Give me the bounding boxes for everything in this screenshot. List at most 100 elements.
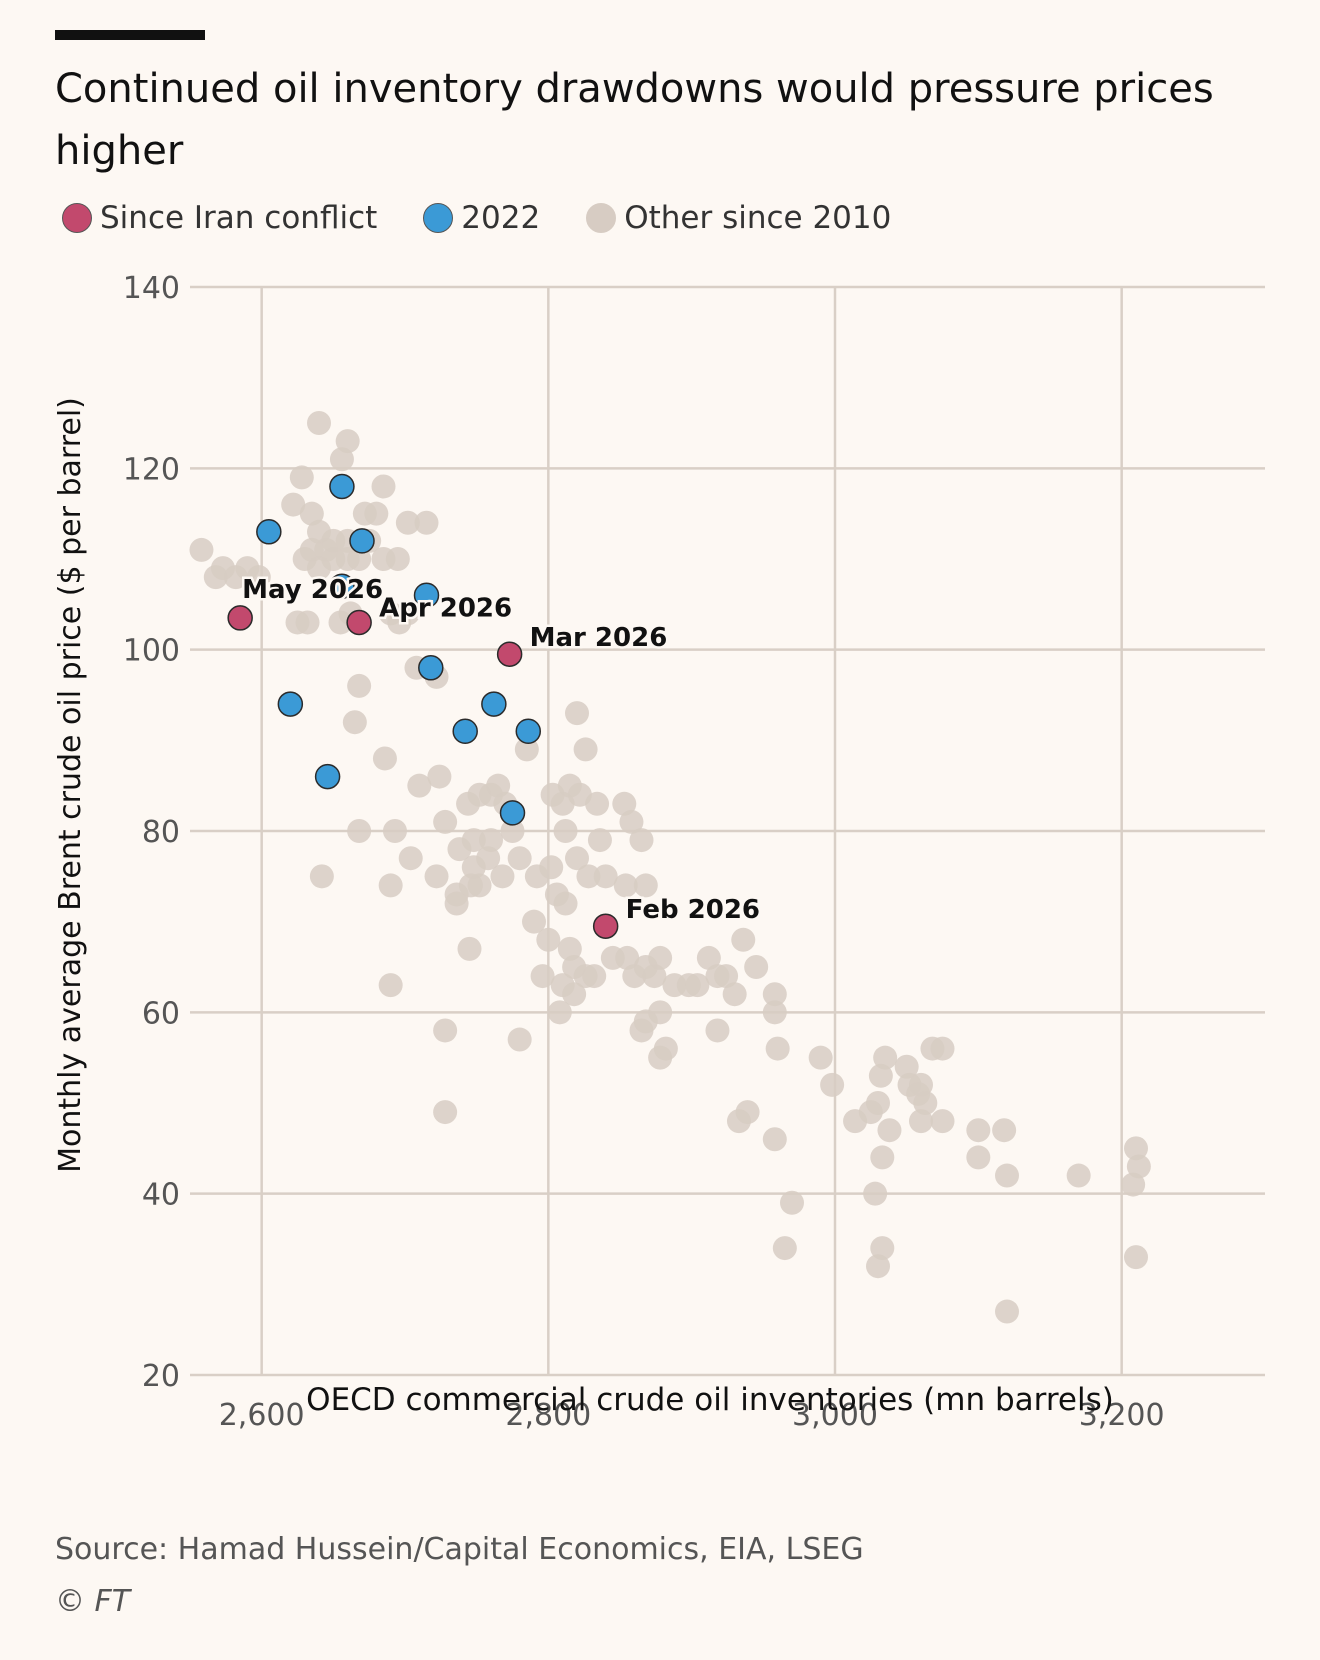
- point-iran: [592, 913, 619, 939]
- point-other: [307, 556, 331, 581]
- point-other: [522, 909, 546, 934]
- point-other: [486, 773, 511, 798]
- point-other: [307, 411, 331, 435]
- point-other: [507, 846, 532, 871]
- point-other: [299, 501, 324, 526]
- point-other: [414, 510, 439, 535]
- legend-label-other: Other since 2010: [624, 200, 892, 236]
- point-other: [289, 465, 314, 490]
- point-other: [995, 1299, 1019, 1324]
- legend-swatch-iran: [62, 203, 92, 233]
- point-iran: [227, 605, 253, 631]
- point-other: [894, 1054, 919, 1079]
- point-2022: [314, 763, 341, 790]
- point-other: [780, 1190, 804, 1215]
- point-other: [820, 1072, 845, 1097]
- point-other: [866, 1254, 890, 1279]
- y-tick-labels: 20 40 60 80 100 120 140: [123, 271, 180, 1394]
- point-other: [246, 565, 271, 590]
- point-other: [565, 846, 589, 871]
- point-other: [1126, 1154, 1151, 1179]
- point-other: [347, 819, 372, 843]
- point-other: [458, 873, 483, 898]
- point-other: [696, 945, 721, 970]
- point-iran: [346, 609, 372, 636]
- point-other: [619, 809, 644, 834]
- point-other: [476, 846, 501, 871]
- point-other: [347, 673, 372, 698]
- point-other: [731, 927, 756, 952]
- point-other: [536, 927, 561, 952]
- point-other: [612, 791, 637, 816]
- y-tick-label: 100: [123, 634, 180, 669]
- point-other: [772, 1236, 797, 1261]
- point-other: [868, 1063, 893, 1088]
- grid: [190, 285, 1265, 1377]
- point-other: [427, 764, 452, 789]
- point-other: [613, 873, 638, 898]
- point-other: [870, 1145, 895, 1170]
- legend-swatch-2022: [423, 203, 454, 233]
- x-tick-labels: 2,600 2,800 3,000 3,200: [219, 1398, 1165, 1433]
- scatter-plot: 2,600 2,800 3,000 3,200 20 40 60 80 100 120 140 F…: [53, 271, 1265, 1433]
- point-other: [930, 1109, 955, 1134]
- ft-top-rule: [55, 30, 205, 40]
- point-other: [557, 936, 582, 961]
- x-tick-label: 3,000: [792, 1398, 878, 1433]
- point-2022: [413, 582, 440, 609]
- point-2022: [515, 718, 542, 745]
- point-other: [562, 982, 587, 1007]
- point-other: [870, 1236, 895, 1261]
- legend-item-2022: 2022: [423, 200, 540, 236]
- legend-label-iran: Since Iran conflict: [100, 200, 378, 236]
- x-axis-label: OECD commercial crude oil inventories (m…: [306, 1382, 1114, 1418]
- point-2022: [277, 691, 304, 717]
- point-other: [530, 964, 555, 989]
- point-other: [648, 1045, 673, 1070]
- point-other: [550, 791, 575, 816]
- point-other: [565, 701, 589, 726]
- point-other: [633, 1009, 658, 1034]
- point-other: [457, 936, 482, 961]
- legend-item-other: Other since 2010: [586, 200, 891, 236]
- point-other: [648, 945, 673, 970]
- point-other: [514, 737, 539, 762]
- point-other: [909, 1109, 933, 1134]
- x-tick-label: 2,600: [219, 1398, 305, 1433]
- copyright: © FT: [55, 1584, 131, 1619]
- point-other: [909, 1072, 933, 1097]
- point-2022: [481, 691, 507, 717]
- point-other: [714, 964, 739, 989]
- point-other: [995, 1163, 1019, 1188]
- point-other: [966, 1118, 991, 1143]
- point-2022: [256, 519, 282, 545]
- legend-label-2022: 2022: [461, 200, 541, 236]
- point-other: [1124, 1245, 1148, 1270]
- y-tick-label: 120: [123, 452, 180, 487]
- point-other: [295, 610, 320, 635]
- point-other: [744, 955, 769, 979]
- legend-swatch-other: [586, 203, 617, 233]
- y-tick-label: 60: [142, 996, 180, 1031]
- x-tick-label: 3,200: [1079, 1398, 1165, 1433]
- point-other: [372, 746, 397, 771]
- point-other: [424, 864, 449, 889]
- point-other: [479, 828, 503, 853]
- point-other: [398, 846, 423, 871]
- point-other: [573, 737, 598, 762]
- point-other: [378, 873, 403, 898]
- point-other: [490, 864, 515, 889]
- point-other: [444, 891, 469, 916]
- point-other: [765, 1036, 790, 1061]
- point-other: [685, 973, 710, 998]
- y-tick-label: 80: [142, 815, 180, 850]
- y-tick-label: 20: [142, 1359, 180, 1394]
- point-other: [762, 1127, 787, 1152]
- point-other: [382, 819, 407, 843]
- point-other: [762, 1000, 787, 1025]
- point-other: [395, 601, 420, 626]
- chart-title: Continued oil inventory drawdowns would …: [55, 66, 1214, 174]
- point-other: [629, 828, 654, 853]
- point-other: [385, 547, 410, 571]
